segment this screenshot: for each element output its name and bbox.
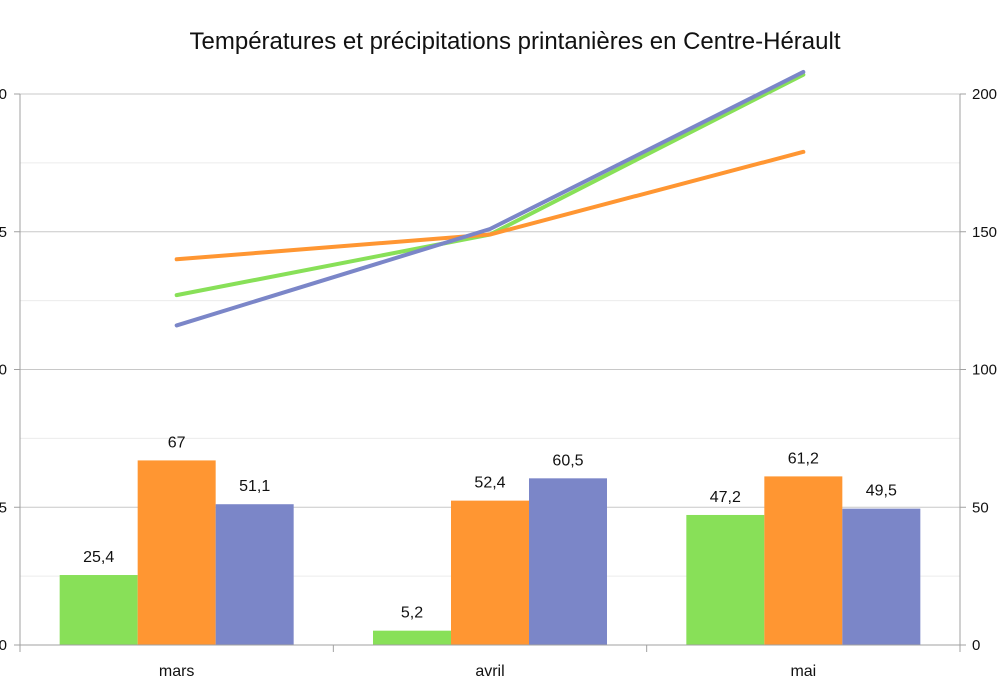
x-category-label: mai (790, 663, 816, 680)
bar-value-label: 52,4 (474, 475, 505, 492)
chart-title: Températures et précipitations printaniè… (189, 28, 841, 55)
left-tick-label: 10 (0, 362, 7, 379)
bar (215, 504, 294, 645)
bar (373, 630, 451, 645)
left-tick-label: 0 (0, 637, 7, 654)
x-category-label: mars (159, 663, 195, 680)
series-line (174, 69, 806, 328)
bar-value-label: 49,5 (866, 483, 897, 500)
bar-value-label: 61,2 (788, 450, 819, 467)
right-tick-label: 150 (972, 224, 997, 241)
bar-value-label: 51,1 (239, 478, 270, 495)
bar (529, 478, 607, 645)
bar (764, 476, 843, 645)
bar-value-label: 67 (168, 434, 186, 451)
right-tick-label: 50 (972, 499, 989, 516)
series-line (174, 72, 806, 298)
bar (137, 460, 216, 645)
x-category-label: avril (475, 663, 504, 680)
bar (59, 575, 138, 645)
bar-value-label: 25,4 (83, 549, 114, 566)
left-tick-label: 20 (0, 86, 7, 103)
right-tick-label: 100 (972, 362, 997, 379)
left-tick-label: 15 (0, 224, 7, 241)
bar-value-label: 47,2 (710, 489, 741, 506)
bar-value-label: 60,5 (552, 452, 583, 469)
left-tick-label: 5 (0, 499, 7, 516)
bar (451, 500, 529, 645)
bar (842, 508, 921, 645)
bar (686, 514, 765, 645)
right-tick-label: 200 (972, 86, 997, 103)
bar-value-label: 5,2 (401, 605, 423, 622)
right-tick-label: 0 (972, 637, 980, 654)
series-line (174, 149, 806, 262)
